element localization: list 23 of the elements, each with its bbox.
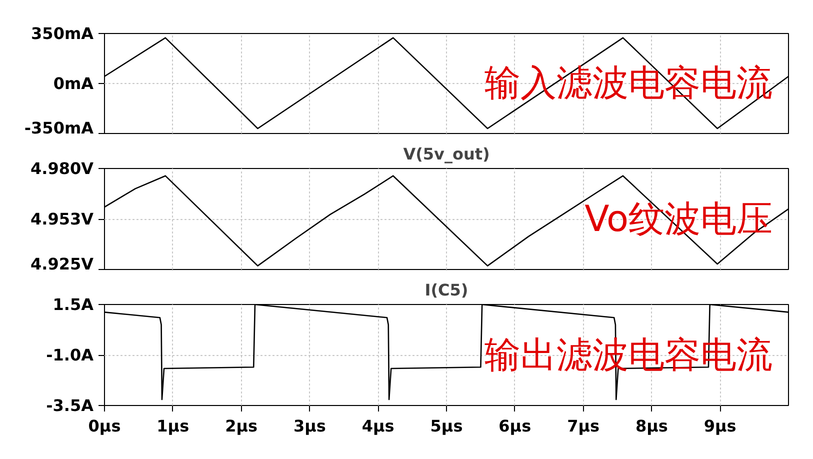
x-tick-label: 4µs [362,416,394,436]
chart-title: I(C5) [424,280,468,300]
x-tick-label: 5µs [430,416,463,436]
x-tick-label: 8µs [635,416,668,436]
y-tick-label: -350mA [24,118,94,138]
y-tick-label: 4.980V [30,159,94,178]
x-tick-label: 0µs [88,416,121,436]
x-tick-label: 1µs [156,416,190,436]
chart-title: V(5v_out) [403,144,490,164]
x-tick-label: 9µs [704,416,736,436]
annotation: Vo纹波电压 [584,199,772,240]
y-tick-label: 1.5A [52,295,94,314]
x-tick-label: 7µs [567,416,600,436]
y-tick-label: 4.953V [30,210,94,228]
x-tick-label: 2µs [225,416,258,436]
annotation: 输入滤波电容电流 [484,63,772,104]
x-tick-label: 3µs [293,416,326,436]
y-tick-label: -3.5A [46,396,94,415]
x-tick-label: 6µs [498,416,532,436]
y-tick-label: 350mA [31,24,94,43]
y-tick-label: 4.925V [30,254,94,274]
y-tick-label: -1.0A [46,346,94,364]
y-tick-label: 0mA [53,74,94,93]
